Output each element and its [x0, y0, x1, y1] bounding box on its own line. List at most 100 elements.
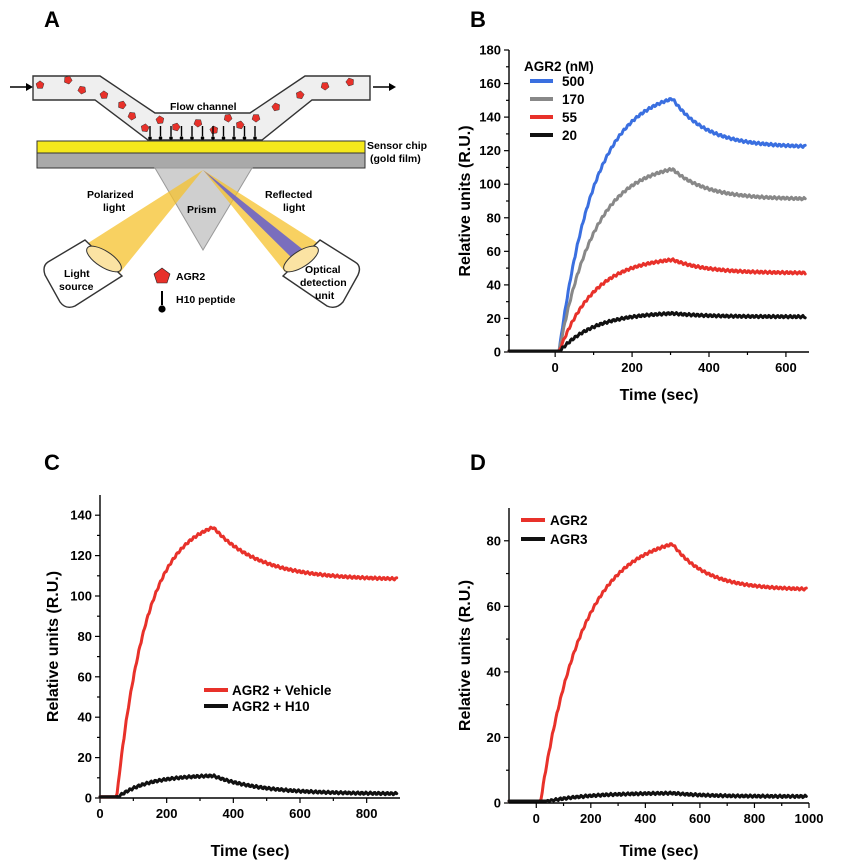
x-tick-label: 600: [775, 360, 797, 375]
legend-h10-label: H10 peptide: [176, 294, 236, 306]
h10-peptide-anchor: [200, 136, 205, 140]
series-line-agr2-vehicle: [98, 525, 399, 799]
y-tick-label: 40: [487, 664, 501, 679]
legend-label: AGR2: [550, 513, 588, 528]
agr2-pentagon-icon: [153, 267, 171, 284]
agr2-particle: [172, 122, 181, 132]
x-tick-label: 600: [689, 811, 711, 826]
panel-letter-b: B: [470, 7, 486, 32]
h10-peptide-anchor: [169, 136, 173, 140]
optical-unit-sublabel-2: unit: [315, 290, 335, 302]
y-tick-label: 80: [78, 629, 92, 644]
y-tick-label: 140: [70, 508, 92, 523]
agr2-particle: [127, 112, 137, 121]
y-tick-label: 140: [479, 110, 501, 125]
agr2-particles: [35, 75, 354, 135]
y-tick-label: 100: [479, 177, 501, 192]
y-tick-label: 20: [487, 730, 501, 745]
y-tick-label: 60: [78, 669, 92, 684]
x-tick-label: 0: [96, 806, 103, 821]
y-tick-label: 40: [487, 277, 501, 292]
agr2-particle: [64, 75, 73, 85]
reflected-light-label: Reflected: [265, 189, 312, 201]
h10-peptide-anchor: [148, 136, 152, 140]
sensor-chip-label: Sensor chip: [367, 140, 427, 152]
h10-peptide-icon: [158, 291, 166, 313]
flow-channel-label: Flow channel: [170, 101, 237, 113]
agr2-particle: [223, 114, 233, 123]
inflow-arrow-icon: [10, 83, 33, 91]
y-tick-label: 20: [78, 750, 92, 765]
x-tick-label: 200: [580, 811, 602, 826]
y-tick-label: 0: [494, 796, 501, 811]
y-tick-label: 60: [487, 599, 501, 614]
agr2-particle: [77, 85, 86, 95]
y-tick-label: 0: [494, 345, 501, 360]
y-axis-title: Relative units (R.U.): [457, 580, 474, 731]
x-axis-title: Time (sec): [620, 843, 699, 860]
x-tick-label: 600: [289, 806, 311, 821]
agr2-particle: [193, 119, 203, 128]
panel-b-chart: B 0 20 40 60 80 100 120 140 160 180 0 200 400 600 Time…: [457, 7, 809, 404]
y-tick-label: 180: [479, 43, 501, 58]
x-tick-label: 400: [698, 360, 720, 375]
reflected-light-sublabel: light: [283, 202, 306, 214]
agr2-particle: [296, 90, 305, 100]
h10-peptide-anchor: [211, 136, 215, 140]
series-line-55: [507, 257, 807, 353]
legend-label: AGR3: [550, 532, 588, 547]
h10-peptide-anchor: [242, 136, 247, 140]
h10-peptide-anchor: [253, 136, 257, 140]
sensor-chip-base: [36, 152, 366, 169]
y-tick-label: 0: [85, 791, 92, 806]
h10-peptide-anchor: [190, 136, 194, 140]
agr2-particle: [35, 80, 45, 89]
agr2-particle: [236, 120, 245, 130]
panel-letter-d: D: [470, 450, 486, 475]
legend-title: AGR2 (nM): [524, 59, 594, 74]
agr2-particle: [118, 100, 127, 110]
y-tick-label: 100: [70, 589, 92, 604]
legend-label: 170: [562, 92, 585, 107]
x-tick-label: 0: [533, 811, 540, 826]
incident-beam: [85, 170, 203, 275]
optical-detection-unit: [281, 239, 361, 309]
y-tick-label: 80: [487, 210, 501, 225]
agr2-particle: [155, 115, 165, 124]
h10-peptide-anchor: [179, 136, 184, 140]
series-line-agr3: [507, 790, 808, 803]
h10-peptide-anchor: [158, 136, 163, 140]
series-line-agr2: [507, 542, 808, 803]
y-tick-label: 120: [70, 548, 92, 563]
agr2-particle: [271, 102, 280, 112]
agr2-particle: [209, 125, 218, 135]
series-line-agr2-h10: [98, 773, 399, 799]
y-tick-label: 40: [78, 710, 92, 725]
x-tick-label: 800: [744, 811, 766, 826]
outflow-arrow-icon: [373, 83, 396, 91]
x-tick-label: 0: [552, 360, 559, 375]
panel-letter-c: C: [44, 450, 60, 475]
light-source: [43, 239, 124, 309]
y-axis-title: Relative units (R.U.): [45, 571, 62, 722]
panel-a-diagram: A Flow channel Sensor chip (gold film) P…: [10, 7, 427, 313]
flow-channel: [32, 75, 371, 141]
y-tick-label: 120: [479, 143, 501, 158]
sensor-chip-sublabel: (gold film): [370, 153, 421, 165]
polarized-light-label: Polarized: [87, 189, 134, 201]
light-source-label: Light: [64, 268, 90, 280]
series-line-170: [507, 167, 807, 353]
x-tick-label: 200: [621, 360, 643, 375]
x-tick-label: 400: [635, 811, 657, 826]
h10-peptide-anchor: [232, 136, 236, 140]
series-line-20: [507, 310, 807, 353]
panel-letter-a: A: [44, 7, 60, 32]
y-tick-label: 80: [487, 533, 501, 548]
legend-label: 55: [562, 110, 578, 125]
h10-peptides: [148, 126, 257, 140]
y-tick-label: 20: [487, 311, 501, 326]
y-axis-title: Relative units (R.U.): [457, 125, 474, 276]
x-tick-label: 200: [156, 806, 178, 821]
